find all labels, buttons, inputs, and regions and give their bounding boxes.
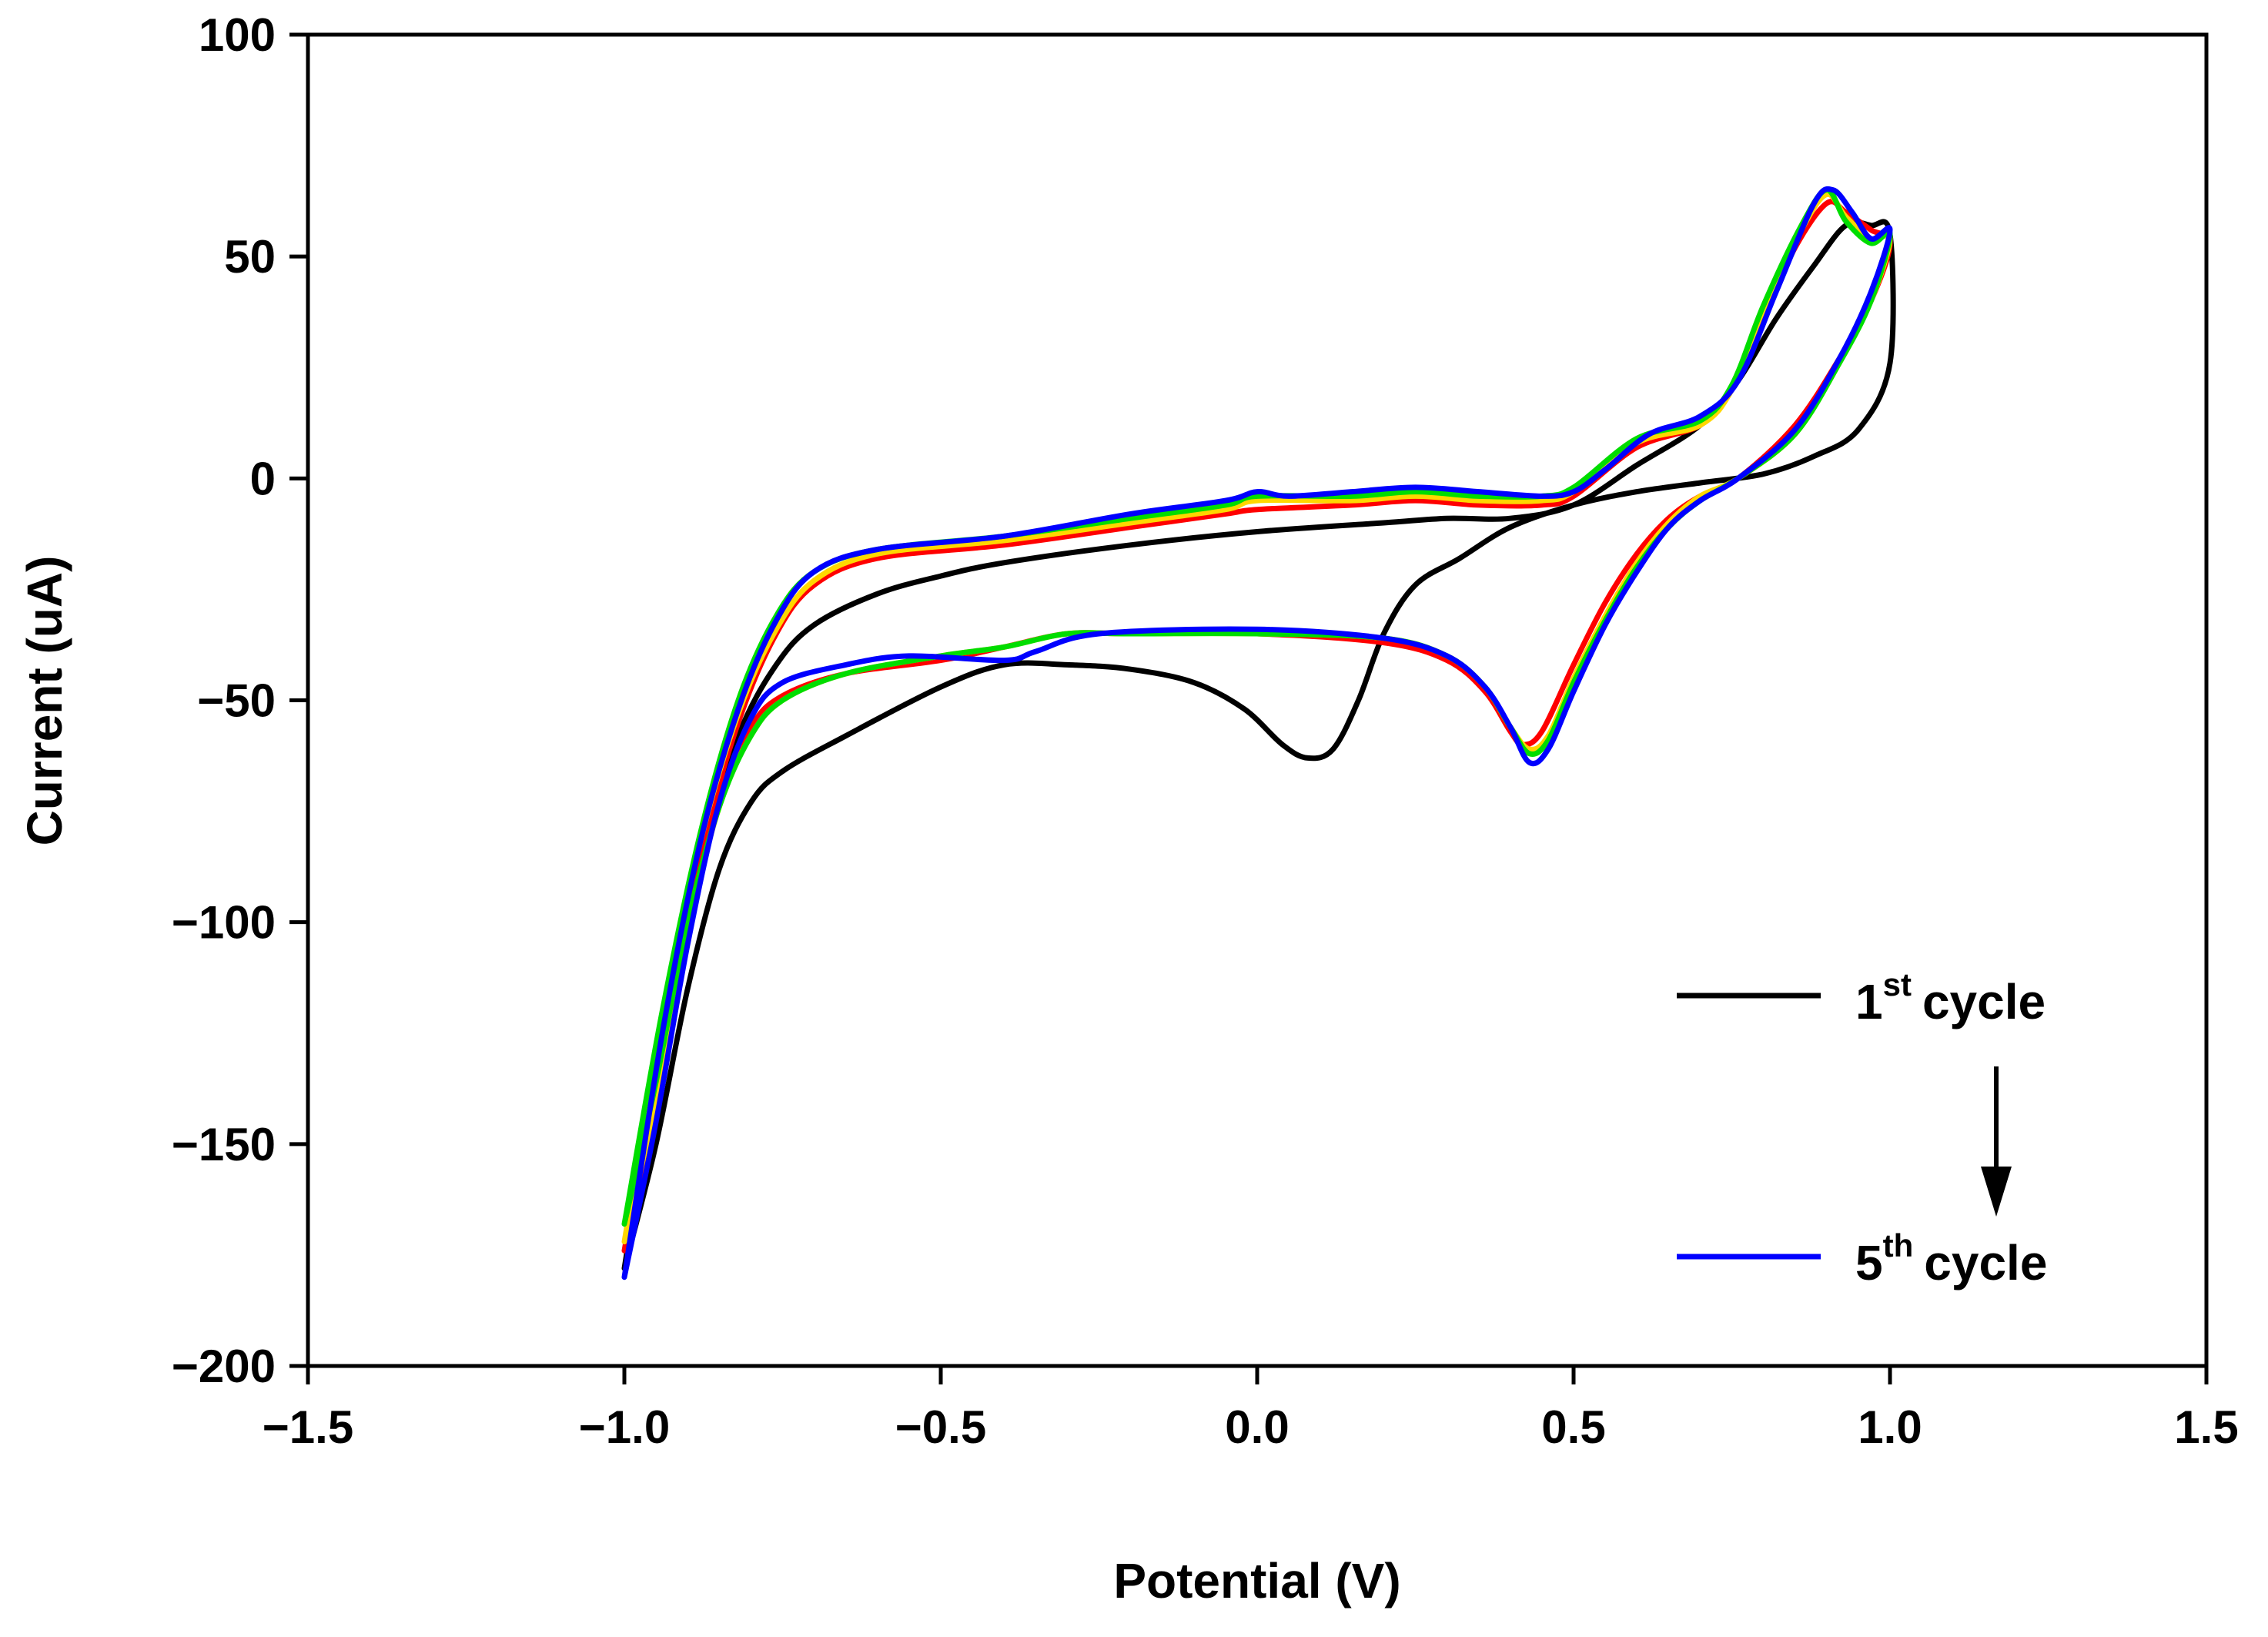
x-axis: −1.5 −1.0 −0.5 0.0 0.5 1.0 1.5 [263,1366,2239,1453]
y-tick-label: 50 [224,231,276,283]
x-tick-label: 1.0 [1858,1401,1922,1453]
y-tick-label: −100 [172,897,276,949]
y-tick-label: 100 [199,9,276,61]
series-line-cycle-2 [621,199,1893,1254]
legend-word: cycle [1922,974,2046,1029]
legend-superscript: st [1883,966,1912,1003]
y-tick-label: −150 [172,1119,276,1170]
series-line-cycle-4 [621,187,1893,1227]
legend-arrow-down-icon [1981,1167,2012,1217]
legend: 1st cycle 5th cycle [1677,966,2047,1291]
legend-word: cycle [1924,1235,2047,1291]
legend-number: 5 [1855,1235,1883,1291]
x-tick-label: 1.5 [2174,1401,2238,1453]
x-tick-label: −0.5 [895,1401,986,1453]
legend-number: 1 [1855,974,1883,1029]
legend-label-1st-cycle: 1st cycle [1855,966,2046,1029]
x-tick-label: −1.0 [579,1401,670,1453]
series-layer [621,186,1896,1280]
x-axis-title: Potential (V) [1113,1553,1400,1609]
series-line-cycle-1 [621,219,1896,1271]
y-axis-title: Current (uA) [17,556,72,846]
series-line-cycle-5 [621,186,1893,1280]
plot-frame [306,32,2209,1368]
y-tick-label: 0 [250,453,276,504]
y-tick-label: −50 [197,675,276,727]
x-tick-label: −1.5 [263,1401,353,1453]
x-tick-label: 0.5 [1541,1401,1605,1453]
legend-label-5th-cycle: 5th cycle [1855,1227,2047,1291]
y-tick-label: −200 [172,1341,276,1392]
y-axis: 100 50 0 −50 −100 −150 −200 [172,9,308,1392]
legend-superscript: th [1883,1227,1914,1264]
x-tick-label: 0.0 [1225,1401,1289,1453]
